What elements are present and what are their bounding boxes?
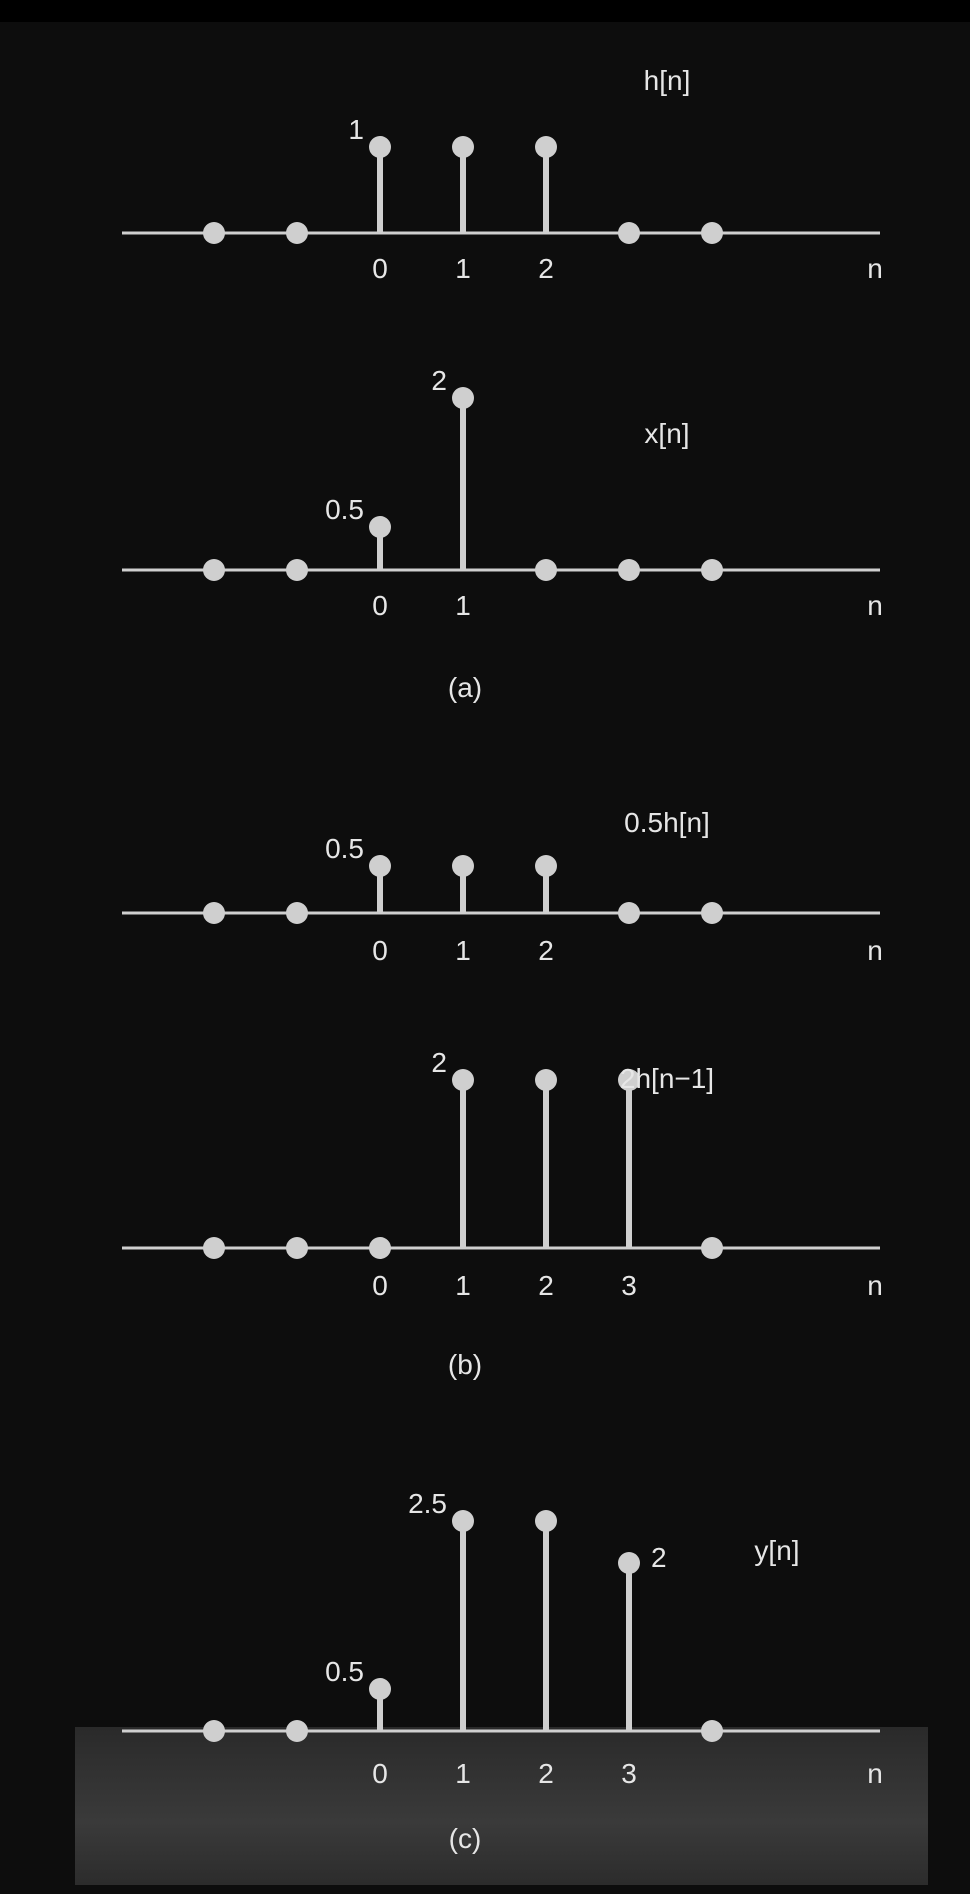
- value-label-1-1: 2: [431, 365, 447, 396]
- stem-point-0-3: [452, 136, 474, 158]
- zero-point-1-4: [535, 559, 557, 581]
- stem-point-3-4: [535, 1069, 557, 1091]
- axis-label-n-3: n: [867, 1270, 883, 1301]
- zero-point-4-6: [701, 1720, 723, 1742]
- tick-label-2-4: 2: [538, 935, 554, 966]
- stem-point-0-2: [369, 136, 391, 158]
- axis-label-n-2: n: [867, 935, 883, 966]
- stem-point-1-3: [452, 387, 474, 409]
- stem-point-4-4: [535, 1510, 557, 1532]
- series-label-1: x[n]: [644, 418, 689, 449]
- tick-label-0-2: 0: [372, 253, 388, 284]
- caption-4: (c): [449, 1823, 482, 1854]
- stem-point-4-2: [369, 1678, 391, 1700]
- zero-point-0-6: [701, 222, 723, 244]
- value-label-4-0: 0.5: [325, 1656, 364, 1687]
- zero-point-4-1: [286, 1720, 308, 1742]
- zero-point-1-6: [701, 559, 723, 581]
- zero-point-1-1: [286, 559, 308, 581]
- tick-label-0-3: 1: [455, 253, 471, 284]
- zero-point-1-0: [203, 559, 225, 581]
- axis-label-n-4: n: [867, 1758, 883, 1789]
- zero-point-3-0: [203, 1237, 225, 1259]
- tick-label-3-3: 1: [455, 1270, 471, 1301]
- zero-point-2-5: [618, 902, 640, 924]
- series-label-3: 2h[n−1]: [620, 1063, 714, 1094]
- tick-label-1-2: 0: [372, 590, 388, 621]
- zero-point-0-1: [286, 222, 308, 244]
- zero-point-0-5: [618, 222, 640, 244]
- series-label-0: h[n]: [644, 65, 691, 96]
- tick-label-4-2: 0: [372, 1758, 388, 1789]
- top-black-band: [0, 0, 970, 22]
- stem-point-2-4: [535, 855, 557, 877]
- zero-point-2-6: [701, 902, 723, 924]
- tick-label-3-2: 0: [372, 1270, 388, 1301]
- value-label-3-0: 2: [431, 1047, 447, 1078]
- value-label-1-0: 0.5: [325, 494, 364, 525]
- tick-label-2-2: 0: [372, 935, 388, 966]
- value-label-0-0: 1: [348, 114, 364, 145]
- axis-label-n-1: n: [867, 590, 883, 621]
- series-label-4: y[n]: [754, 1535, 799, 1566]
- stem-point-3-3: [452, 1069, 474, 1091]
- tick-label-2-3: 1: [455, 935, 471, 966]
- zero-point-2-0: [203, 902, 225, 924]
- caption-3: (b): [448, 1349, 482, 1380]
- stem-point-2-2: [369, 855, 391, 877]
- stem-point-1-2: [369, 516, 391, 538]
- tick-label-4-5: 3: [621, 1758, 637, 1789]
- zero-point-3-1: [286, 1237, 308, 1259]
- zero-point-3-6: [701, 1237, 723, 1259]
- value-label-4-2: 2: [651, 1542, 667, 1573]
- value-label-2-0: 0.5: [325, 833, 364, 864]
- tick-label-1-3: 1: [455, 590, 471, 621]
- zero-point-0-0: [203, 222, 225, 244]
- series-label-2: 0.5h[n]: [624, 807, 710, 838]
- tick-label-4-4: 2: [538, 1758, 554, 1789]
- zero-point-1-5: [618, 559, 640, 581]
- tick-label-4-3: 1: [455, 1758, 471, 1789]
- zero-point-4-0: [203, 1720, 225, 1742]
- stem-point-3-5: [618, 1069, 640, 1091]
- zero-point-3-2: [369, 1237, 391, 1259]
- tick-label-3-4: 2: [538, 1270, 554, 1301]
- stem-point-4-3: [452, 1510, 474, 1532]
- axis-label-n-0: n: [867, 253, 883, 284]
- stem-point-0-4: [535, 136, 557, 158]
- stem-point-2-3: [452, 855, 474, 877]
- tick-label-0-4: 2: [538, 253, 554, 284]
- caption-1: (a): [448, 672, 482, 703]
- bottom-caption-strip: [75, 1727, 928, 1885]
- stem-point-4-5: [618, 1552, 640, 1574]
- tick-label-3-5: 3: [621, 1270, 637, 1301]
- value-label-4-1: 2.5: [408, 1488, 447, 1519]
- zero-point-2-1: [286, 902, 308, 924]
